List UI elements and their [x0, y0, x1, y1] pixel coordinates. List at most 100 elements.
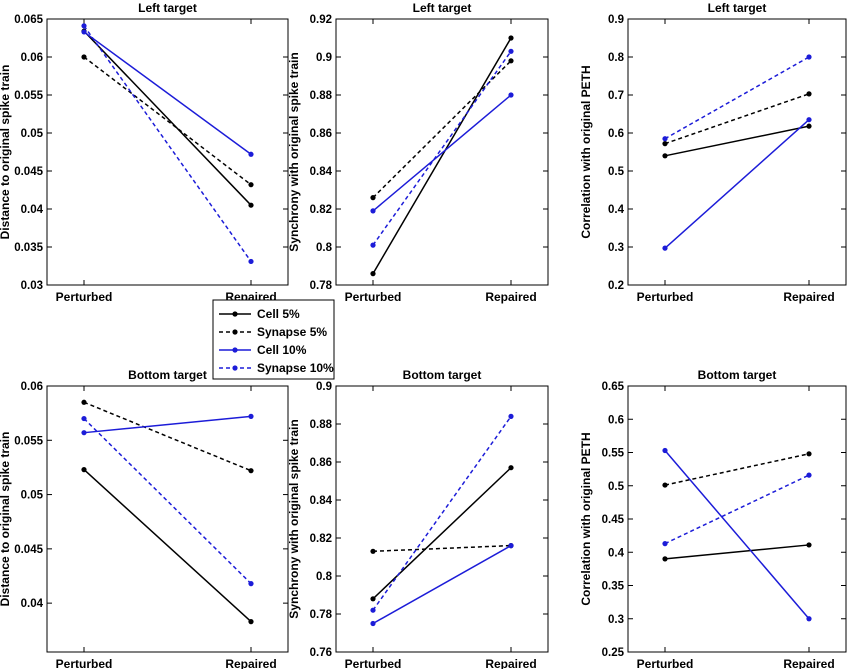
series-line-synapse-5 [372, 544, 512, 553]
legend-label-synapse-5: Synapse 5% [257, 325, 327, 339]
data-point-synapse-5 [662, 482, 668, 488]
data-point-synapse-10 [806, 472, 812, 478]
chart-panel-4: Bottom target Distance to original spike … [0, 368, 289, 669]
y-tick-label: 0.8 [608, 52, 625, 64]
data-point-synapse-10 [370, 242, 376, 248]
y-tick-label: 0.035 [14, 242, 43, 254]
series-line-synapse-5 [664, 93, 810, 145]
y-tick-label: 0.35 [602, 581, 625, 593]
chart-panel-2: Left target Synchrony with original spike… [287, 1, 549, 304]
chart-panel-6: Bottom target Correlation with original P… [579, 368, 847, 669]
chart-title: Left target [138, 1, 197, 15]
data-point-synapse-10 [508, 413, 514, 419]
y-tick-label: 0.2 [608, 280, 624, 292]
y-tick-label: 0.3 [608, 614, 624, 626]
y-axis-label: Correlation with original PETH [579, 432, 593, 605]
legend-marker-cell-5 [232, 311, 238, 317]
y-tick-label: 0.25 [602, 647, 625, 659]
chart-title: Bottom target [403, 368, 482, 382]
data-point-cell-5 [662, 153, 668, 159]
data-point-synapse-5 [248, 468, 254, 474]
series-line-cell-5 [372, 467, 512, 600]
y-tick-label: 0.065 [14, 14, 43, 26]
y-tick-label: 0.04 [21, 598, 44, 610]
y-tick-label: 0.82 [310, 204, 332, 216]
series-line-synapse-5 [83, 401, 252, 472]
data-point-synapse-10 [508, 48, 514, 54]
y-tick-label: 0.06 [21, 381, 43, 393]
series-line-synapse-10 [372, 415, 512, 611]
y-tick-label: 0.76 [310, 647, 332, 659]
series-line-synapse-5 [83, 56, 252, 186]
series-line-cell-10 [664, 119, 810, 249]
axes-box [46, 18, 289, 286]
y-tick-label: 0.04 [21, 204, 44, 216]
data-point-cell-10 [806, 117, 812, 123]
data-point-cell-10 [81, 430, 87, 436]
y-tick-label: 0.65 [602, 381, 625, 393]
data-point-cell-5 [370, 271, 376, 277]
data-point-synapse-5 [81, 54, 87, 60]
series-line-cell-5 [83, 30, 252, 206]
legend-marker-synapse-5 [232, 329, 238, 335]
data-point-cell-5 [248, 202, 254, 208]
data-point-synapse-10 [662, 541, 668, 547]
series-line-synapse-10 [372, 50, 512, 246]
y-tick-label: 0.055 [14, 435, 43, 447]
x-tick-label: Repaired [485, 290, 536, 304]
series-line-cell-10 [372, 94, 512, 212]
legend-marker-synapse-10 [232, 365, 238, 371]
data-point-synapse-5 [248, 182, 254, 188]
axes-box [627, 385, 847, 653]
data-point-synapse-10 [81, 23, 87, 29]
y-tick-label: 0.9 [316, 381, 332, 393]
series-line-cell-10 [83, 31, 252, 155]
data-point-cell-10 [248, 151, 254, 157]
y-tick-label: 0.78 [310, 280, 333, 292]
data-point-synapse-5 [806, 451, 812, 457]
series-line-cell-10 [664, 450, 810, 620]
x-tick-label: Repaired [485, 657, 536, 669]
data-point-cell-10 [370, 208, 376, 214]
legend: Cell 5% Synapse 5% Cell 10% Synapse 10% [212, 299, 335, 380]
data-point-cell-5 [508, 465, 514, 471]
y-tick-label: 0.06 [21, 52, 43, 64]
data-point-cell-5 [806, 542, 812, 548]
axes-box [627, 18, 847, 286]
y-tick-label: 0.92 [310, 14, 332, 26]
y-tick-label: 0.4 [608, 204, 625, 216]
y-tick-label: 0.45 [602, 514, 625, 526]
y-tick-label: 0.05 [21, 128, 44, 140]
x-tick-label: Perturbed [56, 657, 113, 669]
data-point-cell-5 [662, 556, 668, 562]
data-point-cell-10 [370, 620, 376, 627]
series-line-synapse-10 [664, 474, 810, 545]
series-line-synapse-10 [83, 25, 252, 262]
chart-title: Bottom target [698, 368, 777, 382]
data-point-cell-10 [248, 413, 254, 419]
y-tick-label: 0.9 [608, 14, 624, 26]
chart-title: Left target [413, 1, 472, 15]
y-tick-label: 0.82 [310, 533, 332, 545]
x-tick-label: Perturbed [56, 290, 113, 304]
chart-title: Left target [708, 1, 767, 15]
series-line-synapse-5 [372, 60, 512, 199]
legend-label-synapse-10: Synapse 10% [257, 361, 334, 375]
data-point-cell-10 [806, 616, 812, 622]
y-tick-label: 0.7 [608, 90, 624, 102]
axes-box [335, 18, 549, 286]
y-axis-label: Correlation with original PETH [579, 65, 593, 238]
y-tick-label: 0.9 [316, 52, 332, 64]
data-point-synapse-10 [370, 607, 376, 613]
legend-label-cell-5: Cell 5% [257, 307, 300, 321]
series-line-cell-5 [372, 37, 512, 274]
series-line-cell-10 [372, 544, 512, 625]
y-tick-label: 0.5 [608, 481, 625, 493]
y-axis-label: Synchrony with original spike train [287, 419, 301, 618]
y-tick-label: 0.055 [14, 90, 43, 102]
y-tick-label: 0.045 [14, 166, 43, 178]
data-point-synapse-10 [806, 54, 812, 60]
data-point-cell-5 [81, 467, 87, 473]
y-tick-label: 0.4 [608, 547, 625, 559]
series-line-cell-10 [83, 415, 252, 434]
